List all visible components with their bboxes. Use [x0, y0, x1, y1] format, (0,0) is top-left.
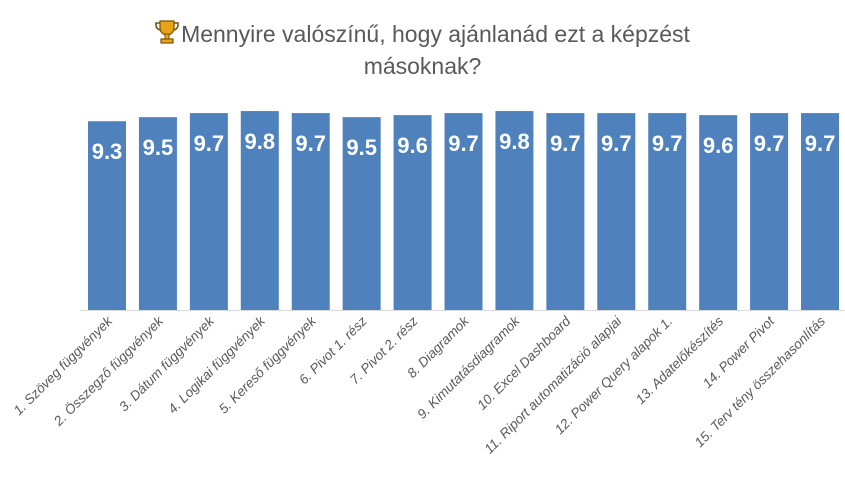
data-label: 9.3 — [92, 139, 123, 164]
data-label: 9.5 — [346, 135, 377, 160]
bar — [801, 113, 840, 310]
data-label: 9.6 — [703, 133, 734, 158]
bar — [444, 113, 483, 310]
category-label: 13. Adatelőkészítés — [633, 313, 727, 407]
category-label: 5. Kereső függvények — [216, 313, 320, 417]
category-label: 1. Szöveg függvények — [11, 313, 116, 418]
data-label: 9.7 — [652, 131, 683, 156]
data-label: 9.7 — [295, 131, 326, 156]
data-label: 9.7 — [754, 131, 785, 156]
data-label: 9.5 — [143, 135, 174, 160]
bar — [88, 121, 126, 311]
title-line-1: Mennyire valószínű, hogy ajánlanád ezt a… — [181, 21, 690, 47]
bar — [750, 113, 789, 310]
bar — [699, 115, 738, 311]
bar — [393, 115, 432, 311]
data-label: 9.8 — [244, 129, 275, 154]
trophy-icon — [155, 19, 179, 45]
data-label: 9.7 — [805, 131, 836, 156]
chart-title: Mennyire valószínű, hogy ajánlanád ezt a… — [0, 18, 845, 82]
title-line-2: másoknak? — [363, 53, 482, 79]
data-label: 9.7 — [448, 131, 479, 156]
bar — [546, 113, 585, 310]
category-label: 3. Dátum függvények — [116, 313, 218, 415]
category-label: 4. Logikai függvények — [165, 313, 269, 417]
bar — [495, 111, 534, 310]
data-label: 9.8 — [499, 129, 530, 154]
data-label: 9.7 — [601, 131, 632, 156]
data-label: 9.6 — [397, 133, 428, 158]
data-label: 9.7 — [550, 131, 581, 156]
category-label: 10. Excel Dashboard — [474, 313, 574, 413]
bar — [138, 117, 177, 311]
bar — [597, 113, 636, 310]
bar — [342, 117, 381, 311]
bar — [240, 111, 279, 310]
bar — [291, 113, 330, 310]
data-label: 9.7 — [194, 131, 225, 156]
bar — [648, 113, 687, 310]
category-label: 9. Kimutatásdiagramok — [414, 313, 523, 422]
bar — [189, 113, 228, 310]
